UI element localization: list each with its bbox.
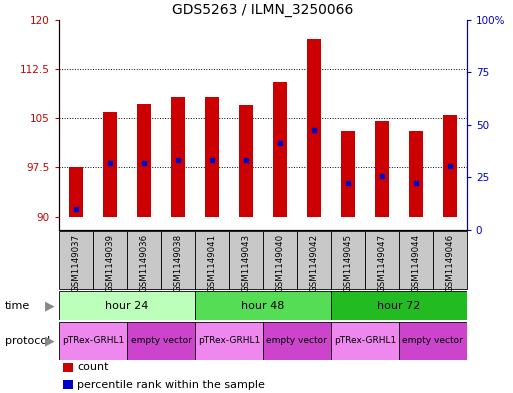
Bar	[59, 291, 195, 320]
Text: GSM1149040: GSM1149040	[275, 233, 284, 292]
Bar	[127, 231, 161, 289]
Bar	[103, 112, 117, 217]
Bar	[375, 121, 389, 217]
Text: pTRex-GRHL1: pTRex-GRHL1	[62, 336, 124, 345]
Text: GSM1149043: GSM1149043	[242, 233, 250, 292]
Text: hour 24: hour 24	[105, 301, 149, 310]
Bar	[69, 167, 83, 217]
Bar	[195, 231, 229, 289]
Bar	[331, 322, 399, 360]
Bar	[127, 322, 195, 360]
Text: GSM1149039: GSM1149039	[106, 233, 114, 292]
Bar	[365, 231, 399, 289]
Text: empty vector: empty vector	[130, 336, 191, 345]
Bar	[273, 82, 287, 217]
Text: GSM1149046: GSM1149046	[445, 233, 455, 292]
Text: ▶: ▶	[45, 299, 55, 312]
Bar	[195, 322, 263, 360]
Bar	[307, 39, 321, 217]
Text: empty vector: empty vector	[402, 336, 463, 345]
Bar	[263, 231, 297, 289]
Bar	[171, 97, 185, 217]
Text: pTRex-GRHL1: pTRex-GRHL1	[334, 336, 396, 345]
Text: GSM1149042: GSM1149042	[309, 233, 319, 292]
Bar	[239, 105, 253, 217]
Text: protocol: protocol	[5, 336, 50, 346]
Text: hour 48: hour 48	[241, 301, 285, 310]
Text: percentile rank within the sample: percentile rank within the sample	[77, 380, 265, 390]
Title: GDS5263 / ILMN_3250066: GDS5263 / ILMN_3250066	[172, 3, 353, 17]
Bar	[443, 115, 457, 217]
Bar	[137, 104, 151, 217]
Bar	[195, 291, 331, 320]
Bar	[161, 231, 195, 289]
Text: GSM1149045: GSM1149045	[343, 233, 352, 292]
Bar	[229, 231, 263, 289]
Bar	[93, 231, 127, 289]
Bar	[409, 131, 423, 217]
Bar	[341, 131, 354, 217]
Text: empty vector: empty vector	[266, 336, 327, 345]
Bar	[59, 322, 127, 360]
Bar	[63, 380, 73, 389]
Text: GSM1149047: GSM1149047	[378, 233, 386, 292]
Bar	[399, 322, 467, 360]
Text: GSM1149036: GSM1149036	[140, 233, 148, 292]
Text: GSM1149038: GSM1149038	[173, 233, 183, 292]
Bar	[63, 363, 73, 372]
Text: GSM1149041: GSM1149041	[207, 233, 216, 292]
Bar	[263, 322, 331, 360]
Text: GSM1149037: GSM1149037	[71, 233, 81, 292]
Bar	[59, 231, 93, 289]
Text: hour 72: hour 72	[377, 301, 421, 310]
Text: pTRex-GRHL1: pTRex-GRHL1	[198, 336, 260, 345]
Bar	[399, 231, 433, 289]
Bar	[331, 231, 365, 289]
Bar	[297, 231, 331, 289]
Bar	[331, 291, 467, 320]
Bar	[205, 97, 219, 217]
Text: count: count	[77, 362, 109, 373]
Bar	[433, 231, 467, 289]
Text: GSM1149044: GSM1149044	[411, 233, 420, 292]
Text: time: time	[5, 301, 30, 311]
Text: ▶: ▶	[45, 334, 55, 348]
